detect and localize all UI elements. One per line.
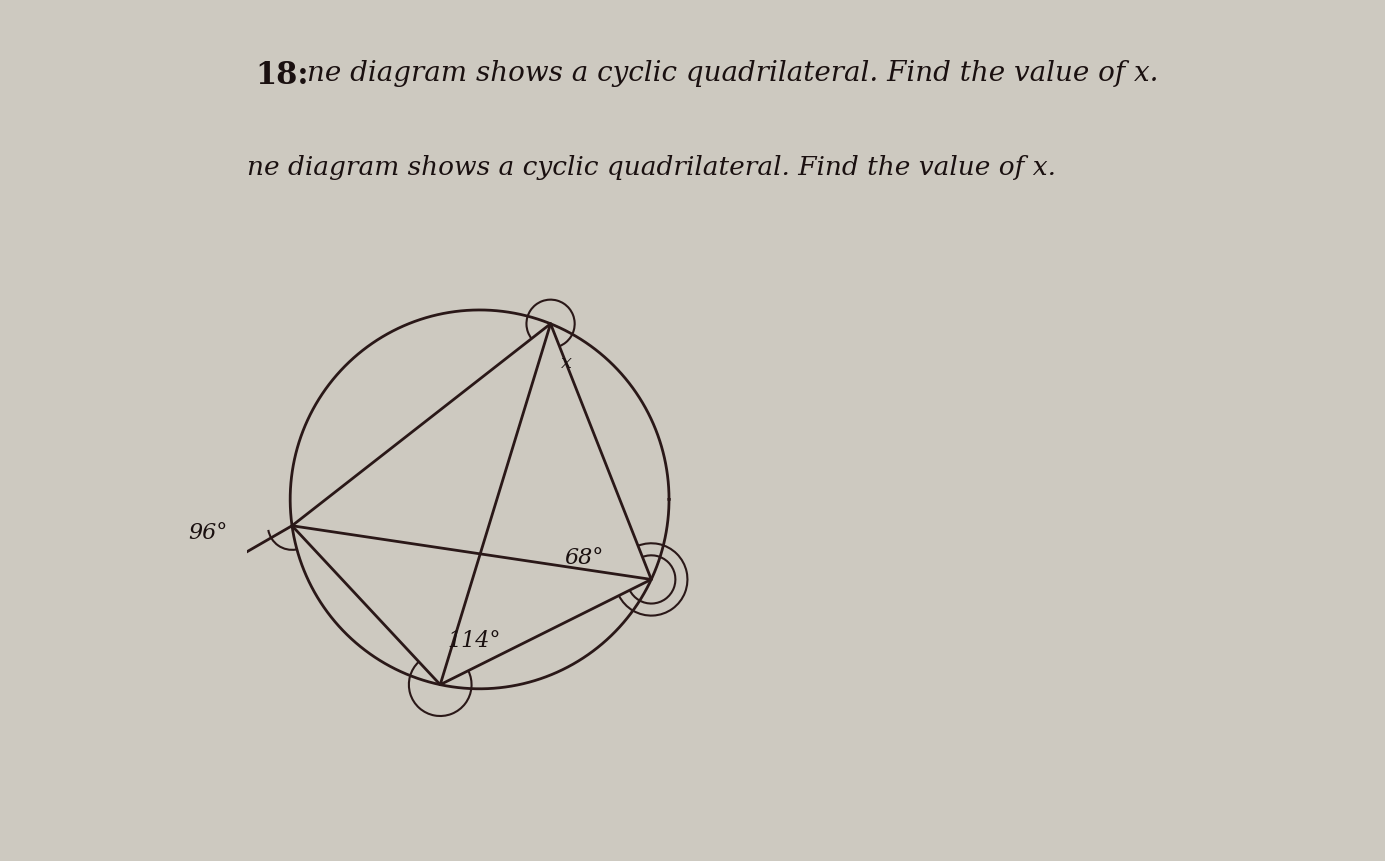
Text: ne diagram shows a cyclic quadrilateral. Find the value of x.: ne diagram shows a cyclic quadrilateral.… xyxy=(307,60,1159,87)
Text: 96°: 96° xyxy=(188,522,227,543)
Text: 68°: 68° xyxy=(565,547,604,569)
Text: 114°: 114° xyxy=(447,630,500,652)
Text: ne diagram shows a cyclic quadrilateral. Find the value of x.: ne diagram shows a cyclic quadrilateral.… xyxy=(247,155,1057,180)
Text: 18:: 18: xyxy=(256,60,309,91)
Text: x: x xyxy=(561,354,572,372)
